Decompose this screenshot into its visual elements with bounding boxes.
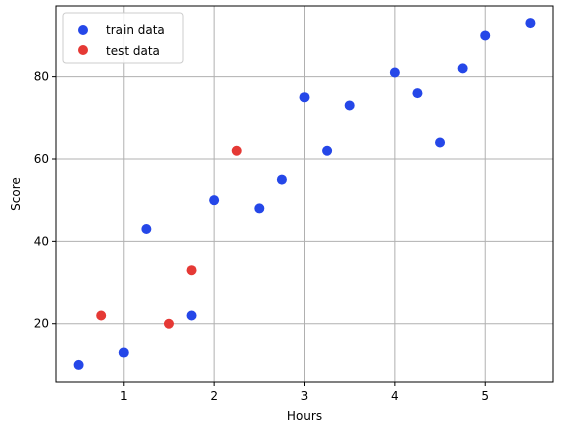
x-tick-label: 1 [120,389,128,403]
train-data-point [209,195,220,206]
y-tick-label: 60 [34,152,49,166]
train-data-point [141,224,152,235]
train-data-point [412,88,423,99]
y-tick-label: 80 [34,70,49,84]
train-data-point [186,310,197,321]
x-axis-label: Hours [287,409,322,423]
data-points [73,18,536,370]
test-data-point [186,265,197,276]
legend-marker-train [78,25,88,35]
x-tick-label: 2 [210,389,218,403]
test-data-point [231,145,242,156]
train-data-point [299,92,310,103]
test-data-point [163,318,174,329]
legend: train data test data [62,12,184,64]
train-data-point [389,67,400,78]
legend-box [62,12,184,64]
train-data-point [344,100,355,111]
x-tick-label: 3 [301,389,309,403]
legend-label-test: test data [106,44,160,58]
train-data-point [322,145,333,156]
axis-ticks: 1 2 3 4 5 20 40 60 80 [34,70,489,403]
x-tick-label: 4 [391,389,399,403]
train-data-point [73,359,84,370]
y-tick-label: 20 [34,317,49,331]
legend-marker-test [78,45,88,55]
y-axis-label: Score [9,177,23,211]
train-data-point [118,347,129,358]
train-data-point [435,137,446,148]
x-tick-label: 5 [481,389,489,403]
train-data-point [276,174,287,185]
legend-label-train: train data [106,23,165,37]
train-data-point [480,30,491,41]
y-tick-label: 40 [34,234,49,248]
train-data-point [457,63,468,74]
train-data-point [525,18,536,29]
train-data-point [254,203,265,214]
test-data-point [96,310,107,321]
